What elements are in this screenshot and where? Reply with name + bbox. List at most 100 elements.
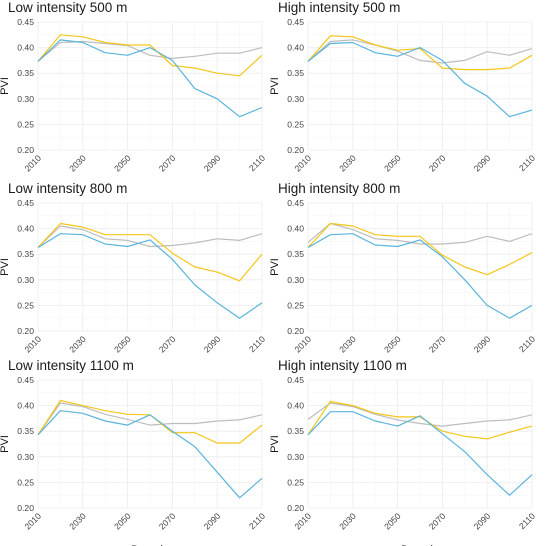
y-tick-label: 0.30 [17,452,34,462]
y-tick-label: 0.20 [17,503,34,513]
series-line-yellow [37,34,263,77]
y-tick-label: 0.30 [17,94,34,104]
y-tick-label: 0.35 [287,426,304,436]
y-axis-label: PVI [269,258,281,276]
x-tick-label: 2090 [202,511,223,532]
y-tick-label: 0.25 [17,300,34,310]
series-line-grey [307,222,533,245]
x-tick-label: 2010 [22,334,43,355]
y-tick-label: 0.35 [17,249,34,259]
series-line-blue [307,41,533,118]
y-tick-label: 0.20 [17,326,34,336]
x-tick-label: 2070 [427,153,448,174]
x-tick-label: 2010 [22,153,43,174]
panel-6: High intensity 1100 m 0.20 0.25 0.30 0.35 0.4… [269,358,537,546]
y-tick-label: 0.45 [17,198,34,208]
series-line-blue [37,39,263,118]
x-tick-label: 2110 [517,153,537,173]
y-axis-label: PVI [269,435,281,453]
y-tick-label: 0.25 [17,477,34,487]
y-tick-label: 0.35 [17,68,34,78]
x-tick-label: 2030 [67,334,88,355]
series-line-grey [37,402,263,436]
x-tick-label: 2110 [517,334,537,354]
x-tick-label: 2070 [427,511,448,532]
x-tick-label: 2030 [337,334,358,355]
x-tick-label: 2050 [382,511,403,532]
series-line-yellow [307,400,533,440]
y-tick-label: 0.20 [287,326,304,336]
y-tick-label: 0.20 [287,503,304,513]
panel-1: Low intensity 500 m 0.20 0.25 0.30 0.35 0.40 0… [0,0,267,174]
x-tick-label: 2110 [247,334,267,354]
x-tick-label: 2050 [112,511,133,532]
x-tick-label: 2090 [202,334,223,355]
panel-title: High intensity 800 m [278,181,400,196]
y-axis-label: PVI [269,77,281,95]
panel-title: High intensity 1100 m [278,358,407,373]
panel-3: Low intensity 800 m 0.20 0.25 0.30 0.35 0.40 0… [0,181,267,355]
x-tick-label: 2030 [67,511,88,532]
x-tick-label: 2110 [247,511,267,531]
x-tick-label: 2110 [247,153,267,173]
panel-4: High intensity 800 m 0.20 0.25 0.30 0.35 0.40… [269,181,537,355]
x-tick-label: 2030 [67,153,88,174]
y-axis-label: PVI [0,258,11,276]
y-tick-label: 0.35 [287,249,304,259]
y-tick-label: 0.40 [287,224,304,234]
y-tick-label: 0.35 [17,426,34,436]
x-tick-label: 2010 [292,511,313,532]
panel-title: Low intensity 1100 m [8,358,134,373]
x-tick-label: 2030 [337,153,358,174]
y-tick-label: 0.25 [287,477,304,487]
x-tick-label: 2110 [517,511,537,531]
y-tick-label: 0.40 [287,43,304,53]
panel-title: Low intensity 800 m [8,181,127,196]
x-tick-label: 2070 [157,334,178,355]
panel-title: High intensity 500 m [278,0,400,15]
x-tick-label: 2090 [202,153,223,174]
x-tick-label: 2050 [112,334,133,355]
x-tick-label: 2010 [292,334,313,355]
x-tick-label: 2090 [472,153,493,174]
x-tick-label: 2030 [337,511,358,532]
y-tick-label: 0.30 [17,275,34,285]
y-tick-label: 0.40 [287,401,304,411]
y-tick-label: 0.30 [287,94,304,104]
series-line-yellow [307,35,533,71]
y-tick-label: 0.40 [17,401,34,411]
y-tick-label: 0.45 [287,17,304,27]
y-tick-label: 0.20 [17,145,34,155]
y-tick-label: 0.20 [287,145,304,155]
y-axis-label: PVI [0,77,11,95]
x-tick-label: 2070 [157,511,178,532]
y-tick-label: 0.45 [17,17,34,27]
y-tick-label: 0.25 [287,300,304,310]
x-tick-label: 2010 [292,153,313,174]
y-tick-label: 0.35 [287,68,304,78]
x-axis-label: Decade [401,544,439,546]
y-tick-label: 0.30 [287,275,304,285]
panel-5: Low intensity 1100 m 0.20 0.25 0.30 0.35 0.40… [0,358,267,546]
series-line-yellow [37,222,263,282]
series-line-yellow [307,222,533,276]
y-tick-label: 0.45 [287,375,304,385]
x-tick-label: 2070 [157,153,178,174]
series-line-blue [307,411,533,496]
y-tick-label: 0.40 [17,224,34,234]
y-tick-label: 0.40 [17,43,34,53]
panel-title: Low intensity 500 m [8,0,127,15]
series-line-blue [307,233,533,319]
y-tick-label: 0.25 [17,119,34,129]
x-tick-label: 2090 [472,334,493,355]
x-tick-label: 2090 [472,511,493,532]
series-line-blue [37,233,263,319]
y-tick-label: 0.45 [287,198,304,208]
y-tick-label: 0.45 [17,375,34,385]
x-tick-label: 2050 [382,334,403,355]
x-tick-label: 2010 [22,511,43,532]
x-tick-label: 2050 [382,153,403,174]
series-line-grey [307,39,533,64]
y-tick-label: 0.30 [287,452,304,462]
